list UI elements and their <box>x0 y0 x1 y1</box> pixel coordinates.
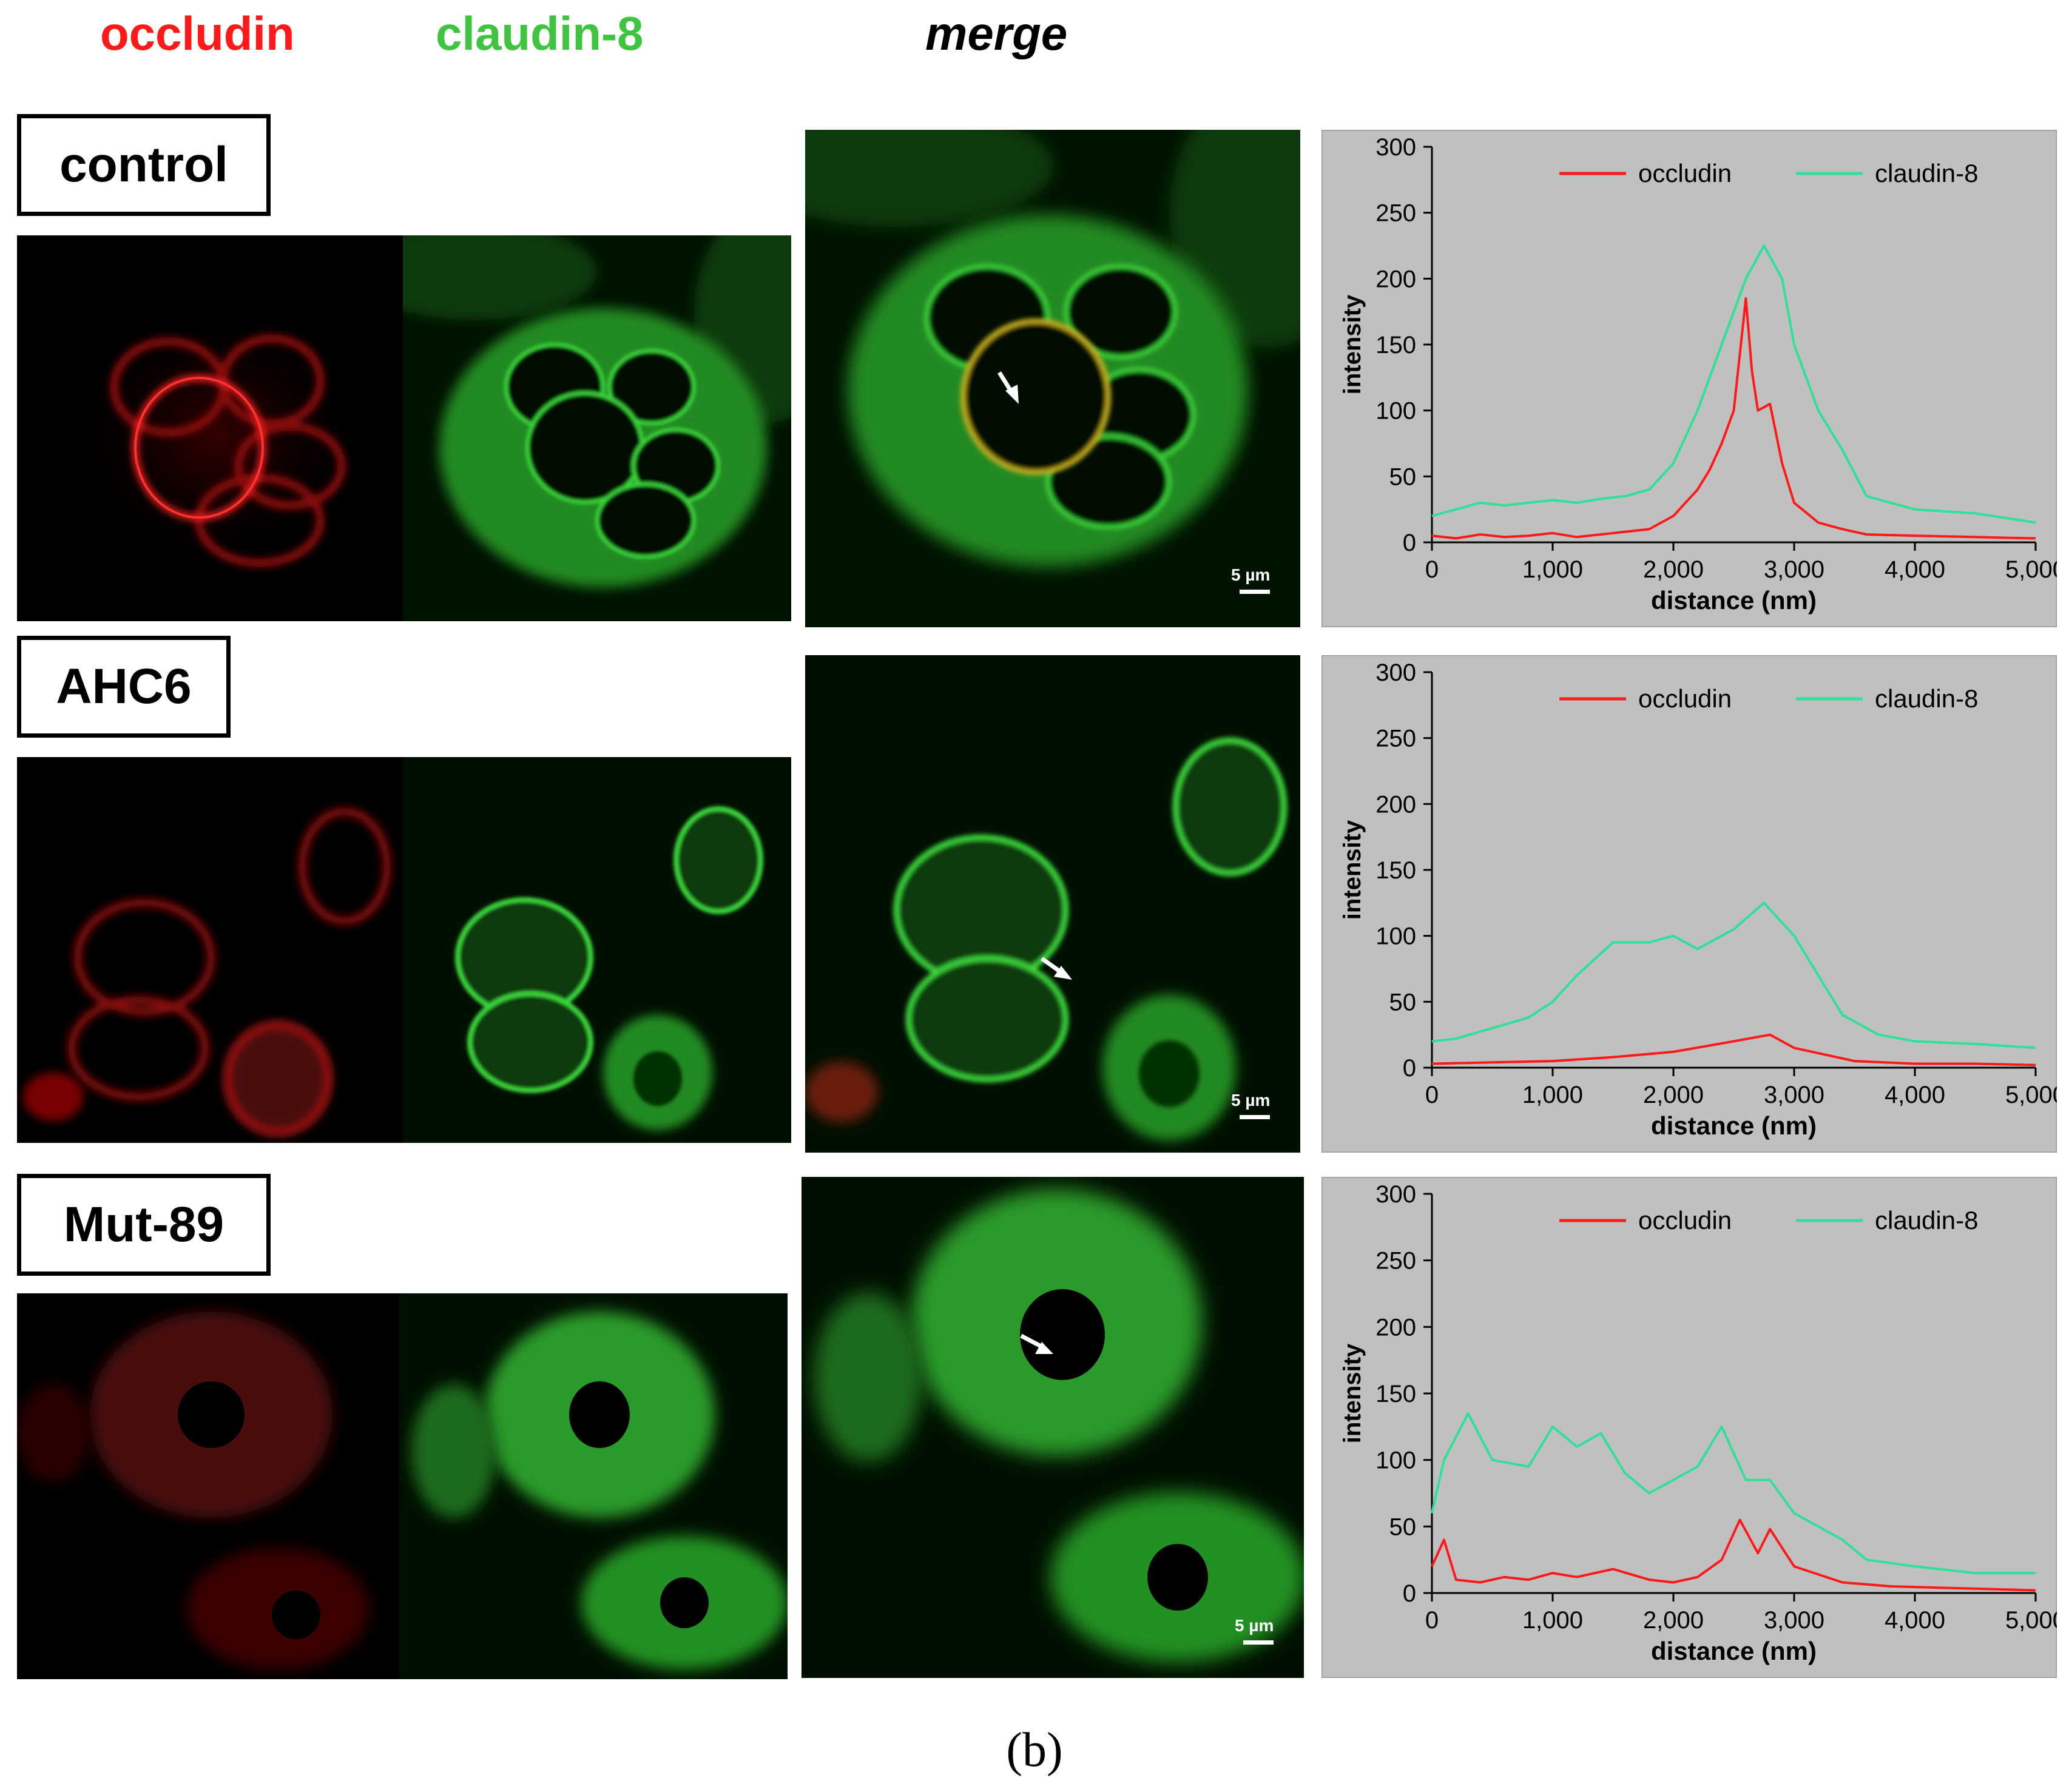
x-tick-label: 3,000 <box>1764 1607 1824 1634</box>
header-claudin-8: claudin-8 <box>436 7 644 60</box>
series-line-claudin-8 <box>1431 901 2036 1049</box>
scale-bar <box>1240 590 1270 594</box>
y-tick-label: 200 <box>1375 266 1416 292</box>
y-tick-label: 250 <box>1375 726 1416 752</box>
micrograph-ahc6-claudin-8 <box>403 757 791 1143</box>
x-tick-label: 5,000 <box>2005 556 2057 583</box>
y-tick-label: 250 <box>1375 1248 1416 1275</box>
x-tick-label: 2,000 <box>1643 1082 1704 1108</box>
intensity-plot-svg: 0 50 100 150 200 250 300 0 1,000 2,000 3,000 4,000 5… <box>1321 130 2057 627</box>
plot-background <box>1321 1177 2057 1678</box>
y-axis-label: intensity <box>1339 820 1366 920</box>
row-label-mut-89: Mut-89 <box>17 1174 271 1276</box>
x-axis-label: distance (nm) <box>1651 586 1817 615</box>
micrograph-mut-89-occludin <box>17 1293 399 1679</box>
series-line-claudin-8 <box>1431 1412 2036 1575</box>
y-tick-label: 100 <box>1375 923 1416 950</box>
micrograph-control-occludin <box>17 235 403 621</box>
x-tick-label: 3,000 <box>1764 556 1824 583</box>
legend-label: occludin <box>1638 1206 1732 1235</box>
y-axis-label: intensity <box>1339 294 1366 394</box>
y-tick-label: 50 <box>1389 463 1417 490</box>
plot-background <box>1321 655 2057 1153</box>
x-tick-label: 4,000 <box>1885 1607 1945 1634</box>
y-tick-label: 250 <box>1375 200 1416 227</box>
x-tick-label: 3,000 <box>1764 1082 1824 1108</box>
y-tick-label: 100 <box>1375 398 1416 425</box>
y-tick-label: 0 <box>1403 1580 1416 1607</box>
row-label-ahc6: AHC6 <box>17 636 231 738</box>
y-tick-label: 50 <box>1389 989 1417 1016</box>
y-tick-label: 300 <box>1375 134 1416 161</box>
y-tick-label: 200 <box>1375 791 1416 818</box>
x-tick-label: 5,000 <box>2005 1082 2057 1108</box>
header-merge: merge <box>925 7 1068 60</box>
y-tick-label: 200 <box>1375 1314 1416 1341</box>
x-tick-label: 1,000 <box>1522 1082 1583 1108</box>
scale-bar-label: 5 µm <box>1235 1616 1274 1635</box>
figure-caption: (b) <box>1006 1723 1063 1777</box>
legend-label: occludin <box>1638 684 1732 713</box>
y-tick-label: 300 <box>1375 1181 1416 1208</box>
y-tick-label: 150 <box>1375 332 1416 359</box>
scale-bar <box>1243 1640 1274 1645</box>
x-tick-label: 0 <box>1425 556 1439 583</box>
micrograph-control-claudin-8 <box>403 235 791 621</box>
x-tick-label: 1,000 <box>1522 1607 1583 1634</box>
intensity-plot-control: 0 50 100 150 200 250 300 0 1,000 2,000 3,000 4,000 5… <box>1321 130 2057 627</box>
x-tick-label: 4,000 <box>1885 1082 1945 1108</box>
series-line-claudin-8 <box>1431 244 2036 524</box>
series-line-occludin <box>1431 297 2036 540</box>
x-tick-label: 2,000 <box>1643 1607 1704 1634</box>
x-axis-label: distance (nm) <box>1651 1111 1817 1140</box>
x-tick-label: 1,000 <box>1522 556 1583 583</box>
micrograph-mut-89-claudin-8 <box>399 1293 788 1679</box>
micrograph-ahc6-occludin <box>17 757 403 1143</box>
series-line-occludin <box>1431 1033 2036 1066</box>
scale-bar-label: 5 µm <box>1231 565 1271 584</box>
plot-background <box>1321 130 2057 627</box>
y-tick-label: 150 <box>1375 1381 1416 1407</box>
scale-bar-label: 5 µm <box>1231 1091 1271 1110</box>
intensity-plot-svg: 0 50 100 150 200 250 300 0 1,000 2,000 3,000 4,000 5… <box>1321 1177 2057 1678</box>
legend-label: claudin-8 <box>1875 159 1978 187</box>
y-tick-label: 0 <box>1403 530 1416 556</box>
legend-label: claudin-8 <box>1875 684 1978 713</box>
y-tick-label: 50 <box>1389 1514 1417 1540</box>
series-line-occludin <box>1431 1518 2036 1592</box>
y-tick-label: 0 <box>1403 1055 1416 1082</box>
micrograph-control-merge: 5 µm <box>805 130 1300 627</box>
x-tick-label: 4,000 <box>1885 556 1945 583</box>
y-axis-label: intensity <box>1339 1343 1366 1443</box>
x-tick-label: 0 <box>1425 1082 1439 1108</box>
x-tick-label: 2,000 <box>1643 556 1704 583</box>
intensity-plot-mut-89: 0 50 100 150 200 250 300 0 1,000 2,000 3,000 4,000 5… <box>1321 1177 2057 1678</box>
micrograph-mut-89-merge: 5 µm <box>802 1177 1304 1678</box>
micrograph-ahc6-merge: 5 µm <box>805 655 1300 1153</box>
row-label-control: control <box>17 114 271 216</box>
intensity-plot-svg: 0 50 100 150 200 250 300 0 1,000 2,000 3,000 4,000 5… <box>1321 655 2057 1153</box>
x-axis-label: distance (nm) <box>1651 1637 1817 1665</box>
intensity-plot-ahc6: 0 50 100 150 200 250 300 0 1,000 2,000 3,000 4,000 5… <box>1321 655 2057 1153</box>
y-tick-label: 150 <box>1375 857 1416 884</box>
x-tick-label: 0 <box>1425 1607 1439 1634</box>
x-tick-label: 5,000 <box>2005 1607 2057 1634</box>
legend-label: claudin-8 <box>1875 1206 1978 1235</box>
y-tick-label: 100 <box>1375 1447 1416 1474</box>
legend-label: occludin <box>1638 159 1732 187</box>
header-occludin: occludin <box>100 7 295 60</box>
y-tick-label: 300 <box>1375 659 1416 686</box>
scale-bar <box>1240 1115 1270 1119</box>
